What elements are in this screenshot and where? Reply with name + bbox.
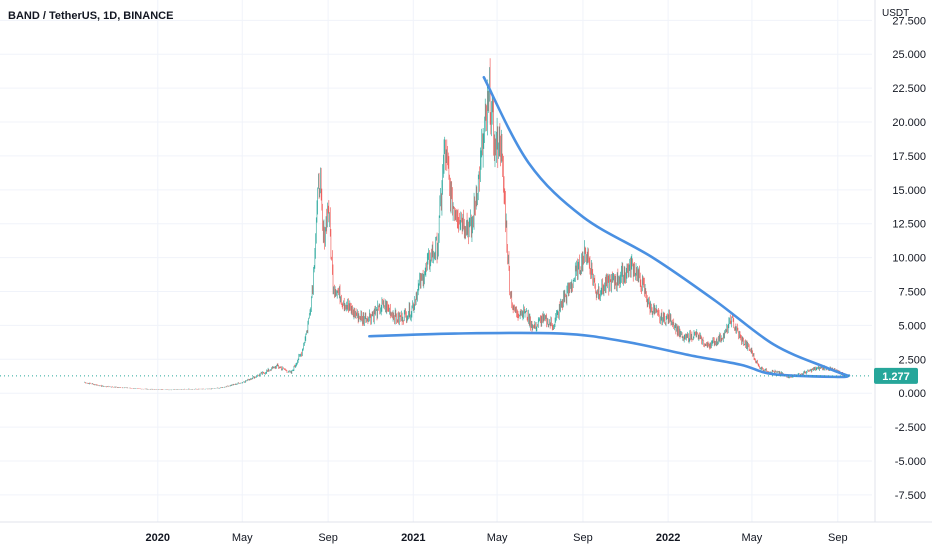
y-tick-label: 2.500 [898, 354, 926, 366]
last-price-value: 1.277 [882, 371, 910, 383]
y-tick-label: 27.500 [892, 15, 926, 27]
support-base-line[interactable] [368, 331, 851, 379]
last-price-badge: 1.277 [874, 367, 918, 384]
y-tick-label: 25.000 [892, 49, 926, 61]
y-tick-label: -5.000 [895, 456, 926, 468]
y-tick-label: 10.000 [892, 253, 926, 265]
x-tick-label: 2022 [656, 532, 680, 544]
y-tick-label: 15.000 [892, 185, 926, 197]
x-tick-label: May [232, 532, 253, 544]
trendline-drawings[interactable] [368, 75, 851, 379]
candle-series [84, 58, 846, 391]
x-tick-label: Sep [828, 532, 848, 544]
last-price-badge-bg [874, 367, 918, 384]
y-tick-label: 22.500 [892, 83, 926, 95]
price-axis-ticks: 27.500 25.000 22.500 20.000 17.500 15.000 12.5… [892, 15, 926, 502]
y-tick-label: 12.500 [892, 219, 926, 231]
y-tick-label: -7.500 [895, 490, 926, 502]
y-tick-label: 20.000 [892, 117, 926, 129]
descending-resistance-line[interactable] [482, 75, 849, 377]
grid-lines [0, 0, 872, 522]
y-tick-label: -2.500 [895, 422, 926, 434]
x-tick-label: 2021 [401, 532, 425, 544]
x-tick-label: Sep [573, 532, 593, 544]
time-axis-ticks: 2020 May Sep 2021 May Sep 2022 May Sep [146, 532, 848, 544]
y-tick-label: 5.000 [898, 320, 926, 332]
y-tick-label: 0.000 [898, 388, 926, 400]
x-tick-label: May [487, 532, 508, 544]
chart-title: BAND / TetherUS, 1D, BINANCE [8, 10, 173, 22]
x-tick-label: May [742, 532, 763, 544]
y-tick-label: 7.500 [898, 287, 926, 299]
x-tick-label: Sep [318, 532, 338, 544]
x-tick-label: 2020 [146, 532, 170, 544]
currency-label: USDT [882, 8, 909, 19]
y-tick-label: 17.500 [892, 151, 926, 163]
